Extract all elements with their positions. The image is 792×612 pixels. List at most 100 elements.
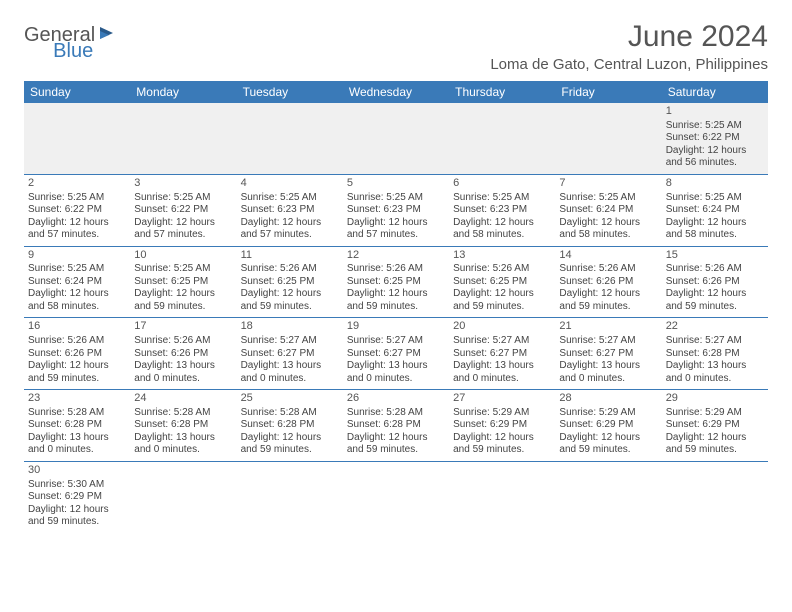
- sunset-line: Sunset: 6:26 PM: [28, 348, 126, 361]
- sunset-line: Sunset: 6:24 PM: [28, 276, 126, 289]
- sunset-line: Sunset: 6:28 PM: [241, 419, 339, 432]
- daylight-line-2: and 0 minutes.: [559, 373, 657, 386]
- daylight-line-1: Daylight: 12 hours: [347, 288, 445, 301]
- calendar-cell: 30Sunrise: 5:30 AMSunset: 6:29 PMDayligh…: [24, 461, 130, 532]
- daylight-line-1: Daylight: 12 hours: [347, 217, 445, 230]
- calendar-row: 1Sunrise: 5:25 AMSunset: 6:22 PMDaylight…: [24, 103, 768, 174]
- sunset-line: Sunset: 6:28 PM: [134, 419, 232, 432]
- sunrise-line: Sunrise: 5:27 AM: [453, 335, 551, 348]
- calendar-cell: 5Sunrise: 5:25 AMSunset: 6:23 PMDaylight…: [343, 174, 449, 246]
- daylight-line-1: Daylight: 13 hours: [134, 360, 232, 373]
- month-title: June 2024: [490, 20, 768, 54]
- calendar-cell: 29Sunrise: 5:29 AMSunset: 6:29 PMDayligh…: [662, 390, 768, 462]
- day-number: 21: [559, 320, 657, 334]
- daylight-line-2: and 59 minutes.: [241, 444, 339, 457]
- daylight-line-1: Daylight: 13 hours: [666, 360, 764, 373]
- daylight-line-2: and 59 minutes.: [347, 301, 445, 314]
- calendar-cell-empty: [343, 461, 449, 532]
- weekday-header: Sunday: [24, 81, 130, 103]
- daylight-line-1: Daylight: 13 hours: [347, 360, 445, 373]
- daylight-line-2: and 0 minutes.: [453, 373, 551, 386]
- day-number: 13: [453, 249, 551, 263]
- sunset-line: Sunset: 6:23 PM: [241, 204, 339, 217]
- calendar-cell: 8Sunrise: 5:25 AMSunset: 6:24 PMDaylight…: [662, 174, 768, 246]
- daylight-line-1: Daylight: 12 hours: [241, 288, 339, 301]
- daylight-line-1: Daylight: 13 hours: [453, 360, 551, 373]
- day-number: 6: [453, 177, 551, 191]
- calendar-cell: 17Sunrise: 5:26 AMSunset: 6:26 PMDayligh…: [130, 318, 236, 390]
- calendar-cell: 24Sunrise: 5:28 AMSunset: 6:28 PMDayligh…: [130, 390, 236, 462]
- daylight-line-1: Daylight: 12 hours: [241, 217, 339, 230]
- day-number: 29: [666, 392, 764, 406]
- sunrise-line: Sunrise: 5:26 AM: [666, 263, 764, 276]
- daylight-line-1: Daylight: 12 hours: [453, 288, 551, 301]
- sunrise-line: Sunrise: 5:25 AM: [28, 263, 126, 276]
- weekday-header-row: SundayMondayTuesdayWednesdayThursdayFrid…: [24, 81, 768, 103]
- weekday-header: Thursday: [449, 81, 555, 103]
- daylight-line-1: Daylight: 12 hours: [134, 288, 232, 301]
- daylight-line-2: and 58 minutes.: [453, 229, 551, 242]
- day-number: 1: [666, 105, 764, 119]
- daylight-line-2: and 59 minutes.: [559, 301, 657, 314]
- daylight-line-2: and 0 minutes.: [134, 444, 232, 457]
- daylight-line-1: Daylight: 12 hours: [666, 288, 764, 301]
- calendar-cell: 6Sunrise: 5:25 AMSunset: 6:23 PMDaylight…: [449, 174, 555, 246]
- calendar-cell-empty: [555, 461, 661, 532]
- daylight-line-1: Daylight: 12 hours: [666, 217, 764, 230]
- daylight-line-2: and 58 minutes.: [666, 229, 764, 242]
- sunrise-line: Sunrise: 5:28 AM: [347, 407, 445, 420]
- daylight-line-2: and 59 minutes.: [134, 301, 232, 314]
- weekday-header: Monday: [130, 81, 236, 103]
- daylight-line-2: and 59 minutes.: [559, 444, 657, 457]
- logo-text-blue: Blue: [53, 40, 93, 63]
- calendar-cell: 3Sunrise: 5:25 AMSunset: 6:22 PMDaylight…: [130, 174, 236, 246]
- sunrise-line: Sunrise: 5:29 AM: [559, 407, 657, 420]
- calendar-cell-empty: [662, 461, 768, 532]
- calendar-cell-empty: [237, 461, 343, 532]
- sunrise-line: Sunrise: 5:25 AM: [134, 263, 232, 276]
- day-number: 5: [347, 177, 445, 191]
- sunset-line: Sunset: 6:26 PM: [134, 348, 232, 361]
- flag-icon: [99, 25, 119, 46]
- day-number: 3: [134, 177, 232, 191]
- day-number: 27: [453, 392, 551, 406]
- daylight-line-2: and 57 minutes.: [241, 229, 339, 242]
- daylight-line-1: Daylight: 12 hours: [559, 288, 657, 301]
- sunset-line: Sunset: 6:26 PM: [666, 276, 764, 289]
- daylight-line-2: and 56 minutes.: [666, 157, 764, 170]
- sunrise-line: Sunrise: 5:26 AM: [453, 263, 551, 276]
- calendar-cell: 11Sunrise: 5:26 AMSunset: 6:25 PMDayligh…: [237, 246, 343, 318]
- sunrise-line: Sunrise: 5:30 AM: [28, 479, 126, 492]
- daylight-line-2: and 58 minutes.: [559, 229, 657, 242]
- calendar-cell: 21Sunrise: 5:27 AMSunset: 6:27 PMDayligh…: [555, 318, 661, 390]
- daylight-line-1: Daylight: 12 hours: [347, 432, 445, 445]
- sunrise-line: Sunrise: 5:26 AM: [347, 263, 445, 276]
- sunset-line: Sunset: 6:29 PM: [28, 491, 126, 504]
- daylight-line-2: and 59 minutes.: [28, 516, 126, 529]
- weekday-header: Tuesday: [237, 81, 343, 103]
- calendar-cell: 4Sunrise: 5:25 AMSunset: 6:23 PMDaylight…: [237, 174, 343, 246]
- daylight-line-1: Daylight: 12 hours: [241, 432, 339, 445]
- day-number: 16: [28, 320, 126, 334]
- daylight-line-1: Daylight: 13 hours: [28, 432, 126, 445]
- sunset-line: Sunset: 6:26 PM: [559, 276, 657, 289]
- daylight-line-2: and 57 minutes.: [134, 229, 232, 242]
- calendar-cell: 25Sunrise: 5:28 AMSunset: 6:28 PMDayligh…: [237, 390, 343, 462]
- sunset-line: Sunset: 6:25 PM: [241, 276, 339, 289]
- daylight-line-1: Daylight: 12 hours: [559, 217, 657, 230]
- daylight-line-2: and 0 minutes.: [241, 373, 339, 386]
- daylight-line-2: and 59 minutes.: [28, 373, 126, 386]
- calendar-row: 2Sunrise: 5:25 AMSunset: 6:22 PMDaylight…: [24, 174, 768, 246]
- sunset-line: Sunset: 6:27 PM: [559, 348, 657, 361]
- calendar-row: 16Sunrise: 5:26 AMSunset: 6:26 PMDayligh…: [24, 318, 768, 390]
- daylight-line-1: Daylight: 13 hours: [559, 360, 657, 373]
- day-number: 7: [559, 177, 657, 191]
- calendar-cell: 9Sunrise: 5:25 AMSunset: 6:24 PMDaylight…: [24, 246, 130, 318]
- location: Loma de Gato, Central Luzon, Philippines: [490, 56, 768, 73]
- sunset-line: Sunset: 6:27 PM: [453, 348, 551, 361]
- calendar-cell: 28Sunrise: 5:29 AMSunset: 6:29 PMDayligh…: [555, 390, 661, 462]
- calendar-cell: 19Sunrise: 5:27 AMSunset: 6:27 PMDayligh…: [343, 318, 449, 390]
- sunset-line: Sunset: 6:25 PM: [453, 276, 551, 289]
- daylight-line-2: and 0 minutes.: [134, 373, 232, 386]
- sunrise-line: Sunrise: 5:25 AM: [347, 192, 445, 205]
